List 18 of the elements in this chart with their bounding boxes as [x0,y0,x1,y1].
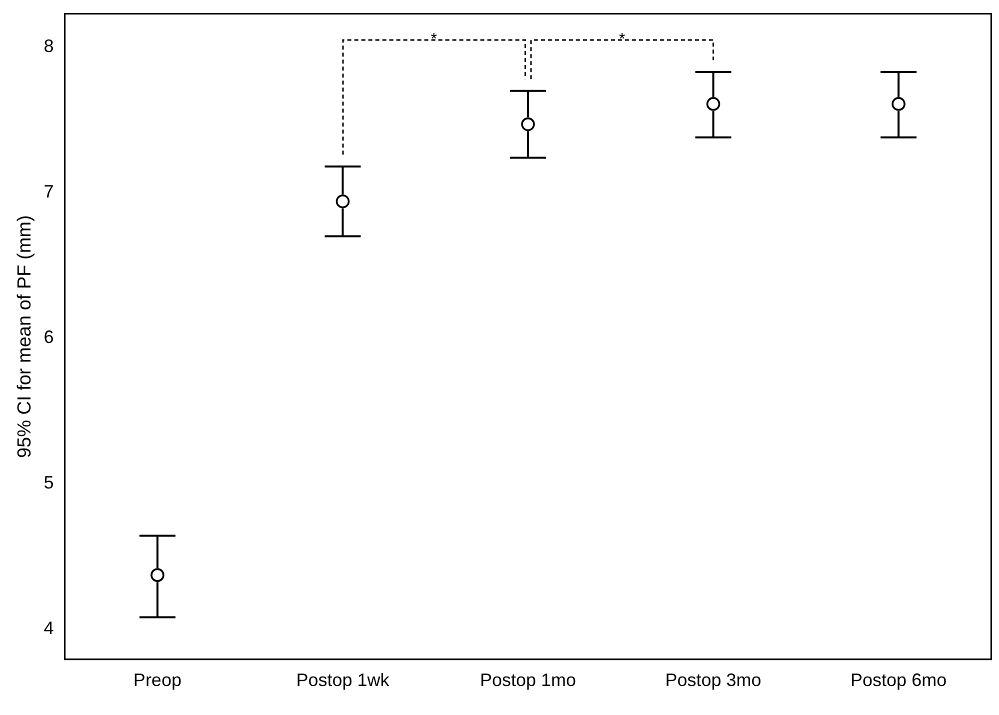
y-tick-label: 4 [44,618,54,638]
x-tick-label: Postop 1wk [296,670,390,690]
y-tick-label: 7 [44,182,54,202]
y-tick-label: 6 [44,327,54,348]
x-tick-label: Postop 3mo [665,670,762,690]
x-tick-label: Preop [133,670,182,690]
x-tick-label: Postop 6mo [850,670,947,690]
point [150,568,164,582]
point [892,97,906,111]
y-tick-label: 8 [44,36,54,56]
point [521,117,535,132]
point [706,97,720,111]
x-tick-label: Postop 1mo [480,670,576,690]
y-axis-title: 95% CI for mean of PF (mm) [14,215,36,458]
point [336,194,350,208]
y-tick-label: 5 [44,472,54,492]
annotation: * [619,31,626,48]
annotation: * [430,31,437,48]
